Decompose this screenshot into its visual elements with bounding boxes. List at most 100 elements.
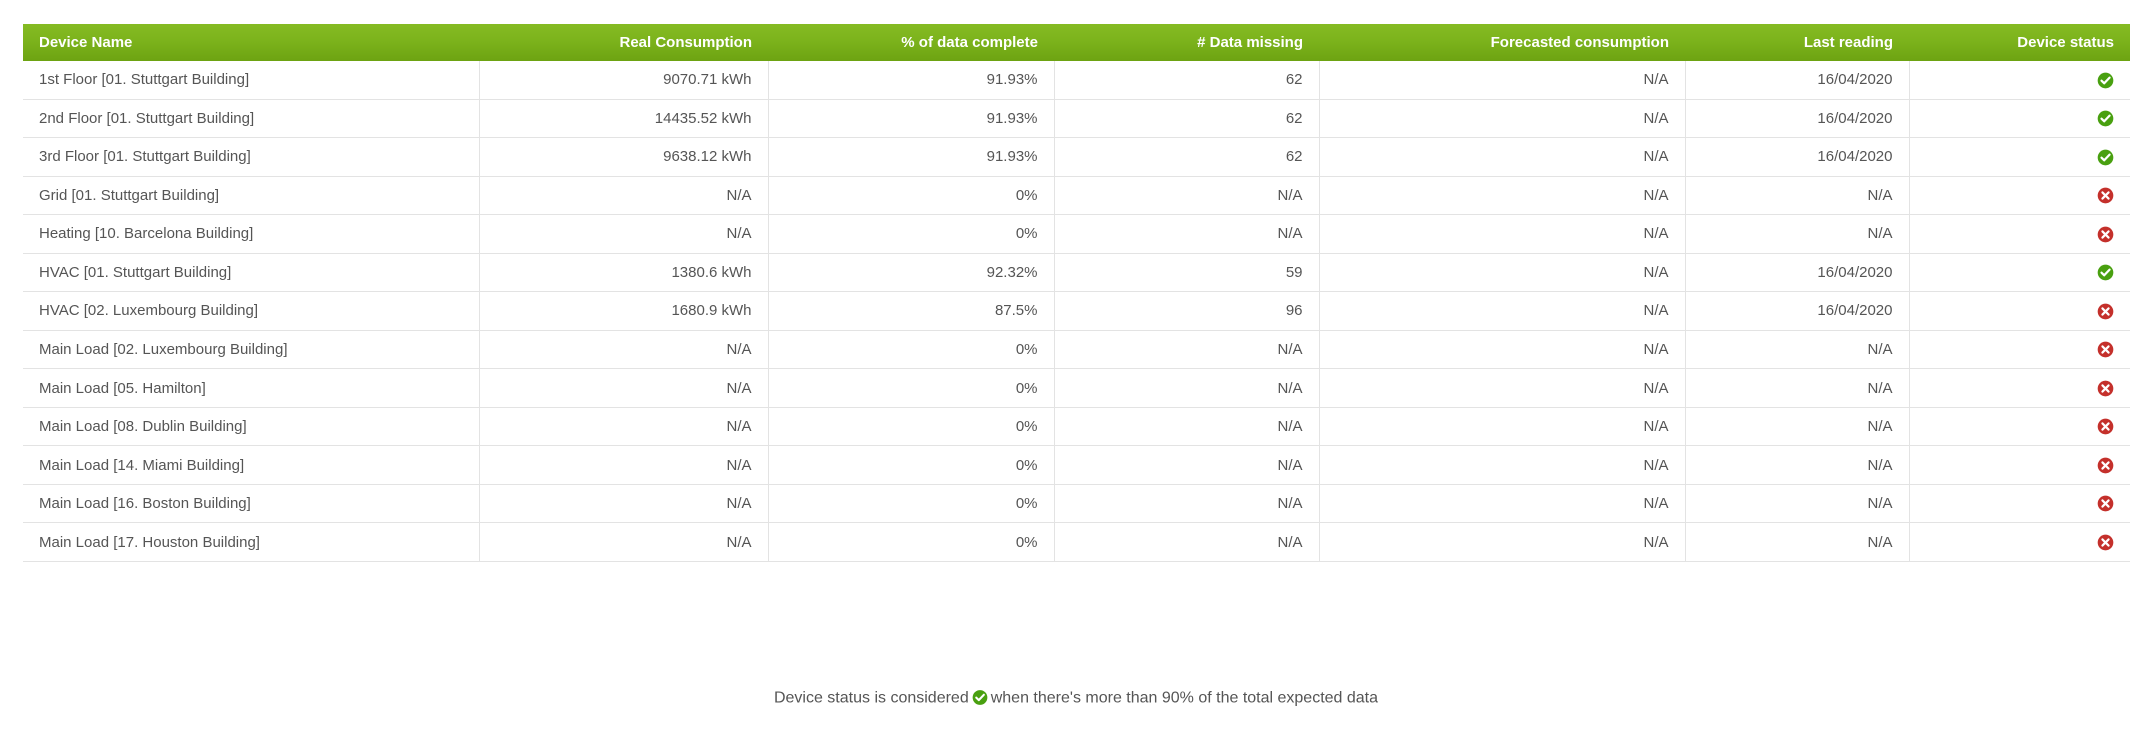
cell-data-missing: N/A bbox=[1054, 522, 1320, 562]
cell-real-consumption: N/A bbox=[479, 407, 769, 447]
cell-pct-data-complete: 0% bbox=[768, 484, 1055, 524]
cell-last-reading: N/A bbox=[1685, 368, 1910, 408]
column-header-forecasted-consumption[interactable]: Forecasted consumption bbox=[1319, 24, 1685, 61]
cell-forecasted-consumption: N/A bbox=[1319, 522, 1686, 562]
cell-forecasted-consumption: N/A bbox=[1319, 176, 1686, 216]
cell-last-reading: N/A bbox=[1685, 484, 1910, 524]
cell-forecasted-consumption: N/A bbox=[1319, 291, 1686, 331]
cell-forecasted-consumption: N/A bbox=[1319, 330, 1686, 370]
table-row[interactable]: HVAC [01. Stuttgart Building] 1380.6 kWh 9… bbox=[23, 253, 2130, 293]
table-row[interactable]: Grid [01. Stuttgart Building] N/A 0% N/A N/A… bbox=[23, 176, 2130, 216]
table-row[interactable]: 3rd Floor [01. Stuttgart Building] 9638.1… bbox=[23, 137, 2130, 177]
table-row[interactable]: Main Load [02. Luxembourg Building] N/A 0%… bbox=[23, 330, 2130, 370]
footnote-text-before: Device status is considered bbox=[773, 689, 969, 707]
cell-device-status bbox=[1909, 407, 2130, 447]
status-error-icon bbox=[2097, 457, 2114, 474]
column-header-device-status[interactable]: Device status bbox=[1909, 24, 2130, 61]
table-row[interactable]: Main Load [14. Miami Building] N/A 0% N/A N/… bbox=[23, 445, 2130, 485]
cell-real-consumption: 9070.71 kWh bbox=[479, 61, 769, 100]
device-table-header: Device Name Real Consumption % of data c… bbox=[23, 24, 2130, 61]
cell-data-missing: 62 bbox=[1054, 99, 1320, 139]
cell-pct-data-complete: 0% bbox=[768, 445, 1055, 485]
table-row[interactable]: HVAC [02. Luxembourg Building] 1680.9 kWh… bbox=[23, 291, 2130, 331]
cell-device-name[interactable]: 1st Floor [01. Stuttgart Building] bbox=[23, 61, 480, 100]
cell-device-name[interactable]: Grid [01. Stuttgart Building] bbox=[23, 176, 480, 216]
cell-device-name[interactable]: 2nd Floor [01. Stuttgart Building] bbox=[23, 99, 480, 139]
cell-data-missing: N/A bbox=[1054, 445, 1320, 485]
status-ok-icon bbox=[2097, 149, 2114, 166]
cell-data-missing: N/A bbox=[1054, 407, 1320, 447]
table-row[interactable]: 1st Floor [01. Stuttgart Building] 9070.7… bbox=[23, 61, 2130, 100]
cell-real-consumption: 9638.12 kWh bbox=[479, 137, 769, 177]
cell-last-reading: 16/04/2020 bbox=[1685, 291, 1910, 331]
cell-last-reading: 16/04/2020 bbox=[1685, 99, 1910, 139]
cell-real-consumption: 1680.9 kWh bbox=[479, 291, 769, 331]
cell-data-missing: 62 bbox=[1054, 61, 1320, 100]
cell-device-status bbox=[1909, 484, 2130, 524]
cell-device-status bbox=[1909, 445, 2130, 485]
cell-pct-data-complete: 0% bbox=[768, 214, 1055, 254]
cell-device-name[interactable]: Main Load [16. Boston Building] bbox=[23, 484, 480, 524]
status-ok-icon bbox=[2097, 110, 2114, 127]
cell-device-status bbox=[1909, 330, 2130, 370]
cell-pct-data-complete: 87.5% bbox=[768, 291, 1055, 331]
status-error-icon bbox=[2097, 534, 2114, 551]
cell-device-name[interactable]: Main Load [08. Dublin Building] bbox=[23, 407, 480, 447]
cell-device-status bbox=[1909, 61, 2130, 100]
cell-device-status bbox=[1909, 368, 2130, 408]
cell-pct-data-complete: 0% bbox=[768, 407, 1055, 447]
column-header-device-name[interactable]: Device Name bbox=[23, 24, 479, 61]
cell-forecasted-consumption: N/A bbox=[1319, 484, 1686, 524]
cell-pct-data-complete: 92.32% bbox=[768, 253, 1055, 293]
cell-data-missing: N/A bbox=[1054, 330, 1320, 370]
status-ok-icon bbox=[2097, 264, 2114, 281]
cell-last-reading: N/A bbox=[1685, 522, 1910, 562]
footnote: Device status is considered when there's … bbox=[0, 690, 2152, 711]
cell-device-name[interactable]: HVAC [01. Stuttgart Building] bbox=[23, 253, 480, 293]
cell-device-name[interactable]: Heating [10. Barcelona Building] bbox=[23, 214, 480, 254]
cell-device-name[interactable]: Main Load [02. Luxembourg Building] bbox=[23, 330, 480, 370]
cell-data-missing: N/A bbox=[1054, 214, 1320, 254]
cell-data-missing: 96 bbox=[1054, 291, 1320, 331]
table-row[interactable]: Heating [10. Barcelona Building] N/A 0% N/A… bbox=[23, 214, 2130, 254]
column-header-data-missing[interactable]: # Data missing bbox=[1054, 24, 1319, 61]
cell-device-name[interactable]: Main Load [05. Hamilton] bbox=[23, 368, 480, 408]
status-error-icon bbox=[2097, 418, 2114, 435]
cell-last-reading: N/A bbox=[1685, 176, 1910, 216]
status-ok-icon bbox=[2097, 72, 2114, 89]
cell-real-consumption: N/A bbox=[479, 176, 769, 216]
cell-pct-data-complete: 0% bbox=[768, 176, 1055, 216]
cell-forecasted-consumption: N/A bbox=[1319, 99, 1686, 139]
cell-last-reading: 16/04/2020 bbox=[1685, 253, 1910, 293]
cell-device-status bbox=[1909, 137, 2130, 177]
column-header-last-reading[interactable]: Last reading bbox=[1685, 24, 1909, 61]
table-row[interactable]: Main Load [16. Boston Building] N/A 0% N/A N… bbox=[23, 484, 2130, 524]
cell-device-name[interactable]: Main Load [14. Miami Building] bbox=[23, 445, 480, 485]
cell-device-status bbox=[1909, 253, 2130, 293]
column-header-real-consumption[interactable]: Real Consumption bbox=[479, 24, 768, 61]
cell-last-reading: N/A bbox=[1685, 407, 1910, 447]
table-row[interactable]: Main Load [17. Houston Building] N/A 0% N/A… bbox=[23, 522, 2130, 562]
cell-device-name[interactable]: Main Load [17. Houston Building] bbox=[23, 522, 480, 562]
status-error-icon bbox=[2097, 341, 2114, 358]
cell-forecasted-consumption: N/A bbox=[1319, 137, 1686, 177]
cell-forecasted-consumption: N/A bbox=[1319, 445, 1686, 485]
table-row[interactable]: Main Load [08. Dublin Building] N/A 0% N/A N… bbox=[23, 407, 2130, 447]
cell-last-reading: 16/04/2020 bbox=[1685, 137, 1910, 177]
cell-real-consumption: N/A bbox=[479, 445, 769, 485]
cell-pct-data-complete: 91.93% bbox=[768, 137, 1055, 177]
cell-forecasted-consumption: N/A bbox=[1319, 61, 1686, 100]
table-row[interactable]: 2nd Floor [01. Stuttgart Building] 14435.… bbox=[23, 99, 2130, 139]
status-error-icon bbox=[2097, 187, 2114, 204]
device-table-body: 1st Floor [01. Stuttgart Building] 9070.7… bbox=[23, 61, 2130, 562]
cell-forecasted-consumption: N/A bbox=[1319, 253, 1686, 293]
header-row: Device Name Real Consumption % of data c… bbox=[23, 24, 2130, 61]
cell-forecasted-consumption: N/A bbox=[1319, 407, 1686, 447]
cell-device-name[interactable]: HVAC [02. Luxembourg Building] bbox=[23, 291, 480, 331]
table-row[interactable]: Main Load [05. Hamilton] N/A 0% N/A N/A N/A bbox=[23, 368, 2130, 408]
device-table-container: Device Name Real Consumption % of data c… bbox=[23, 24, 2130, 562]
cell-data-missing: N/A bbox=[1054, 368, 1320, 408]
column-header-pct-data-complete[interactable]: % of data complete bbox=[768, 24, 1054, 61]
cell-device-name[interactable]: 3rd Floor [01. Stuttgart Building] bbox=[23, 137, 480, 177]
cell-pct-data-complete: 0% bbox=[768, 522, 1055, 562]
